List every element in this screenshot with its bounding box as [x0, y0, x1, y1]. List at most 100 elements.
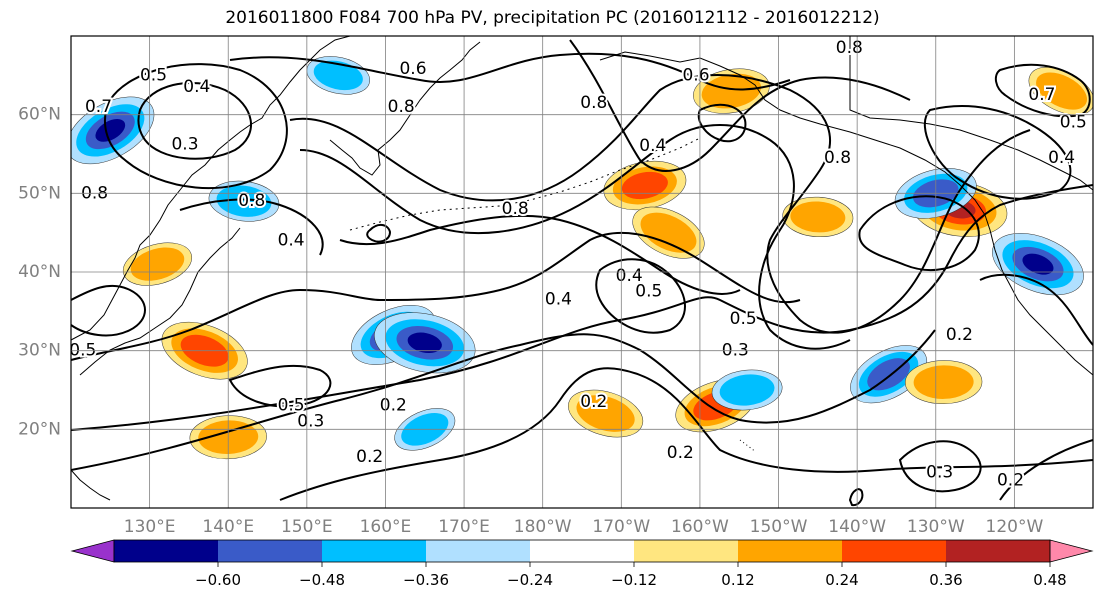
x-tick-label: 170°E	[438, 517, 490, 537]
precip-level-shape	[1022, 253, 1054, 275]
precip-anomaly-blob	[904, 360, 983, 404]
pv-contour-label: 0.2	[380, 396, 407, 416]
y-tick-label: 20°N	[18, 419, 61, 439]
precip-level-shape	[913, 365, 974, 399]
precip-anomaly-blob	[782, 196, 854, 238]
colorbar-tick-label: 0.12	[721, 571, 754, 589]
coastline-japan	[79, 227, 241, 376]
pv-contour-label: 0.2	[946, 325, 973, 345]
colorbar-max-extend	[1049, 539, 1094, 563]
colorbar-tick-label: −0.36	[403, 571, 449, 589]
pv-contour	[569, 39, 911, 172]
pv-contour-label: 0.8	[238, 191, 265, 211]
precip-level-shape	[640, 212, 697, 253]
pv-contour-label: 0.2	[997, 471, 1024, 491]
pv-contour-label: 0.5	[730, 309, 757, 329]
coastline-asia	[71, 36, 351, 341]
colorbar-segment	[218, 540, 323, 562]
pv-contour-label: 0.7	[85, 97, 112, 117]
y-tick-label: 40°N	[18, 262, 61, 282]
pv-contour	[697, 103, 747, 143]
x-tick-label: 160°W	[671, 517, 729, 537]
precip-anomaly-blob	[693, 68, 770, 114]
colorbar-segment	[842, 540, 947, 562]
pv-contour	[339, 214, 741, 295]
pv-contour	[71, 231, 801, 361]
precip-level-shape	[95, 119, 126, 142]
pv-contour	[228, 364, 332, 408]
pv-contour-label: 0.6	[682, 65, 709, 85]
pv-contour-label: 0.8	[502, 199, 529, 219]
pv-contour-label: 0.8	[388, 97, 415, 117]
x-tick-label: 120°W	[986, 517, 1044, 537]
colorbar-tick-label: −0.12	[611, 571, 657, 589]
colorbar-segment	[322, 540, 427, 562]
pv-contour-label: 0.5	[635, 282, 662, 302]
coastline-bering	[599, 51, 1093, 376]
pv-contour	[923, 105, 1072, 200]
pv-contour-label: 0.2	[356, 447, 383, 467]
pv-contour-label: 0.6	[399, 59, 426, 79]
precip-level-shape	[1036, 72, 1088, 110]
pv-contour-label: 0.2	[667, 443, 694, 463]
pv-contour	[858, 195, 980, 271]
colorbar-min-extend	[70, 539, 115, 563]
pv-contour-label: 0.4	[545, 290, 572, 310]
coastline-philippines	[71, 469, 111, 501]
pv-contour-label: 0.4	[639, 136, 666, 156]
pv-contour-label: 0.5	[140, 65, 167, 85]
pv-contour-label: 0.3	[297, 412, 324, 432]
aleutian-islands	[349, 137, 701, 231]
precip-anomaly-layer	[71, 56, 1093, 460]
pv-contour-label: 0.5	[1060, 113, 1087, 133]
precip-anomaly-blob	[306, 56, 370, 95]
precip-anomaly-blob	[122, 242, 193, 286]
precip-level-shape	[407, 332, 442, 354]
coastline-layer	[71, 36, 1093, 501]
pv-contour	[71, 284, 146, 337]
pv-contour-label: 0.4	[616, 266, 643, 286]
y-tick-label: 50°N	[18, 183, 61, 203]
precip-anomaly-blob	[374, 312, 476, 374]
colorbar-tick-label: 0.48	[1033, 571, 1066, 589]
pv-contour-label: 0.5	[278, 396, 305, 416]
pv-contour	[289, 74, 1031, 334]
precip-anomaly-blob	[711, 369, 783, 411]
precip-level-shape	[130, 247, 185, 281]
pv-contour	[71, 329, 936, 471]
x-tick-label: 160°E	[360, 517, 412, 537]
x-tick-label: 170°W	[592, 517, 650, 537]
colorbar-frame	[113, 539, 1051, 563]
precip-anomaly-blob	[71, 96, 155, 165]
pv-contour	[179, 198, 324, 256]
pv-contour	[979, 273, 1093, 346]
pv-contour-label: 0.2	[580, 392, 607, 412]
colorbar-tick-label: 0.24	[825, 571, 858, 589]
precip-level-shape	[621, 171, 668, 200]
pv-contour	[898, 440, 982, 493]
colorbar-tick-label: −0.48	[299, 571, 345, 589]
precip-level-shape	[701, 73, 762, 109]
pv-contour-label: 0.8	[836, 38, 863, 58]
pv-contour-label: 0.3	[171, 135, 198, 155]
precip-level-shape	[313, 60, 363, 91]
x-tick-label: 150°W	[750, 517, 808, 537]
y-tick-label: 60°N	[18, 105, 61, 125]
pv-contour	[366, 224, 392, 243]
x-tick-label: 140°W	[828, 517, 886, 537]
pv-contour	[104, 63, 288, 190]
pv-contour-label: 0.8	[580, 93, 607, 113]
map-frame	[70, 35, 1094, 509]
colorbar-tick-label: 0.36	[929, 571, 962, 589]
pv-contour-label: 0.4	[1048, 148, 1075, 168]
x-tick-label: 180°W	[514, 517, 572, 537]
pv-contour-label: 0.4	[278, 231, 305, 251]
x-tick-label: 150°E	[281, 517, 333, 537]
map-area: 0.40.30.5 0.60.80.80.80.40.80.60.80.40.80…	[71, 36, 1093, 507]
pv-contour	[229, 52, 791, 91]
x-tick-label: 140°E	[202, 517, 254, 537]
pv-contour	[137, 82, 252, 160]
precip-level-shape	[790, 201, 846, 233]
y-tick-label: 30°N	[18, 341, 61, 361]
